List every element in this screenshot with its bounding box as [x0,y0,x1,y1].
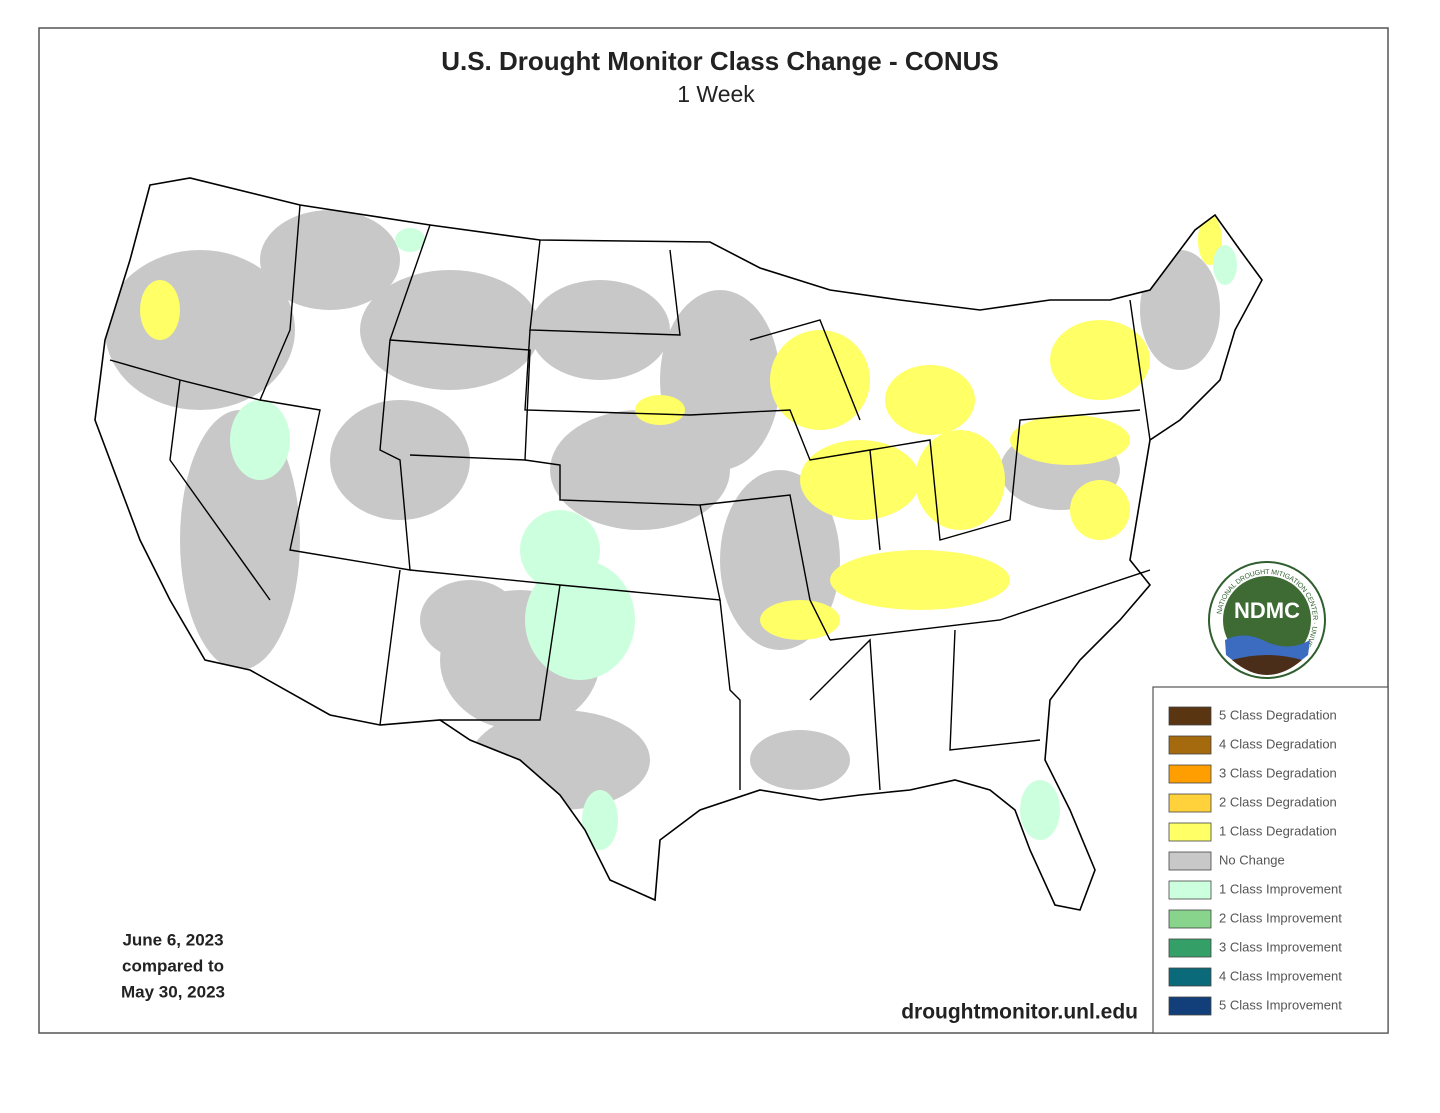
date-line: May 30, 2023 [121,982,225,1001]
legend-swatch [1168,851,1212,871]
date-note: June 6, 2023 compared to May 30, 2023 [121,930,225,1001]
logo-text: NDMC [1234,598,1300,623]
logo-soil [1232,655,1302,675]
legend-label: 5 Class Improvement [1219,997,1342,1012]
legend-swatch [1168,880,1212,900]
source-url: droughtmonitor.unl.edu [901,1001,1138,1024]
legend-label: 3 Class Degradation [1219,765,1337,780]
legend-swatch [1168,909,1212,929]
legend-label: 3 Class Improvement [1219,939,1342,954]
date-line: June 6, 2023 [122,930,223,949]
degradation-areas [140,215,1222,640]
map-title: U.S. Drought Monitor Class Change - CONU… [441,46,999,76]
legend-swatch [1168,735,1212,755]
legend-swatch [1168,938,1212,958]
legend-swatch [1168,822,1212,842]
legend-label: 1 Class Degradation [1219,823,1337,838]
legend-label: 2 Class Degradation [1219,794,1337,809]
legend-label: 1 Class Improvement [1219,881,1342,896]
legend-swatch [1168,996,1212,1016]
date-line: compared to [122,956,224,975]
state-borders [109,204,1151,791]
legend-swatch [1168,706,1212,726]
legend-label: 4 Class Degradation [1219,736,1337,751]
us-outline [94,177,1263,911]
legend-label: 4 Class Improvement [1219,968,1342,983]
us-map [94,177,1263,911]
legend-label: 5 Class Degradation [1219,707,1337,722]
legend-swatch [1168,793,1212,813]
legend-swatch [1168,764,1212,784]
map-subtitle: 1 Week [677,81,755,107]
legend-label: No Change [1219,852,1285,867]
legend-label: 2 Class Improvement [1219,910,1342,925]
ndmc-logo: NATIONAL DROUGHT MITIGATION CENTER · UNI… [1208,561,1326,679]
legend-swatch [1168,967,1212,987]
legend: 5 Class Degradation 4 Class Degradation 3 … [1152,686,1389,1034]
